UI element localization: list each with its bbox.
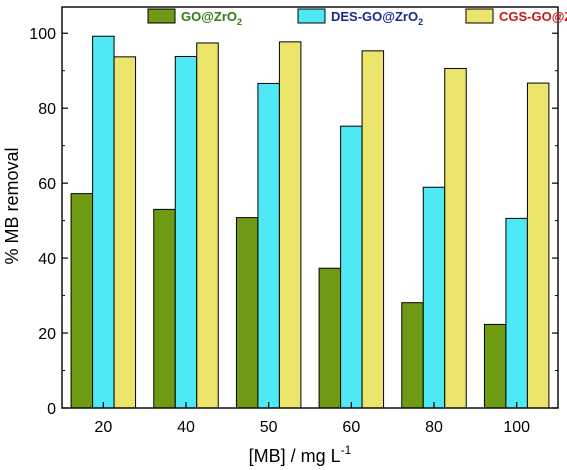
y-tick-label: 0 [47,401,56,418]
legend-swatch [147,8,176,24]
legend-item-2: CGS-GO@ZrO2 [465,8,567,27]
bar-go-zro2-60 [318,267,342,409]
x-tick-label: 20 [94,419,112,436]
legend-label-sub: 2 [418,17,423,27]
bar-cgs-go-zro2-20 [113,56,137,409]
bar-go-zro2-20 [70,193,94,409]
bar-des-go-zro2-100 [505,217,528,409]
y-tick-label: 40 [38,251,56,268]
x-tick-label: 40 [177,419,195,436]
bars-group [70,35,550,409]
legend-swatch [465,8,494,24]
y-tick-label: 80 [38,101,56,118]
x-tick-label: 80 [425,419,443,436]
plot-frame [61,6,559,409]
bar-cgs-go-zro2-80 [444,67,467,409]
bar-cgs-go-zro2-100 [526,82,550,409]
bar-des-go-zro2-80 [422,186,446,409]
legend-label-main: DES-GO@ZrO [331,9,418,24]
bar-go-zro2-100 [483,323,507,409]
x-axis: 20 40 50 60 80 100 [94,402,530,436]
bar-go-zro2-40 [153,208,176,409]
legend-label-main: GO@ZrO [181,9,237,24]
x-tick-label: 100 [503,419,530,436]
x-tick-label: 50 [260,419,278,436]
bar-go-zro2-80 [401,302,424,409]
bar-go-zro2-50 [235,217,259,409]
legend-label: DES-GO@ZrO2 [331,9,423,27]
x-axis-title-main: [MB] / mg L [249,446,341,466]
bar-cgs-go-zro2-40 [196,42,219,409]
bar-cgs-go-zro2-60 [361,50,385,409]
legend-label-main: CGS-GO@ZrO [499,9,567,24]
legend-label-sub: 2 [237,17,242,27]
y-axis: 0 20 40 60 80 100 [29,26,558,418]
y-tick-label: 60 [38,176,56,193]
bar-des-go-zro2-40 [174,55,198,409]
y-tick-label: 20 [38,326,56,343]
legend-item-1: DES-GO@ZrO2 [297,8,423,27]
x-axis-title-sup: -1 [341,443,352,457]
bar-des-go-zro2-60 [340,125,363,409]
x-axis-title: [MB] / mg L-1 [249,443,352,466]
y-axis-title: % MB removal [2,147,22,264]
legend-label: GO@ZrO2 [181,9,242,27]
bar-des-go-zro2-50 [257,82,280,409]
x-tick-label: 60 [342,419,360,436]
bar-des-go-zro2-20 [92,35,115,409]
legend-label: CGS-GO@ZrO2 [499,9,567,27]
bar-cgs-go-zro2-50 [278,41,302,409]
y-tick-label: 100 [29,26,56,43]
legend-item-0: GO@ZrO2 [147,8,242,27]
legend-swatch [297,8,326,24]
